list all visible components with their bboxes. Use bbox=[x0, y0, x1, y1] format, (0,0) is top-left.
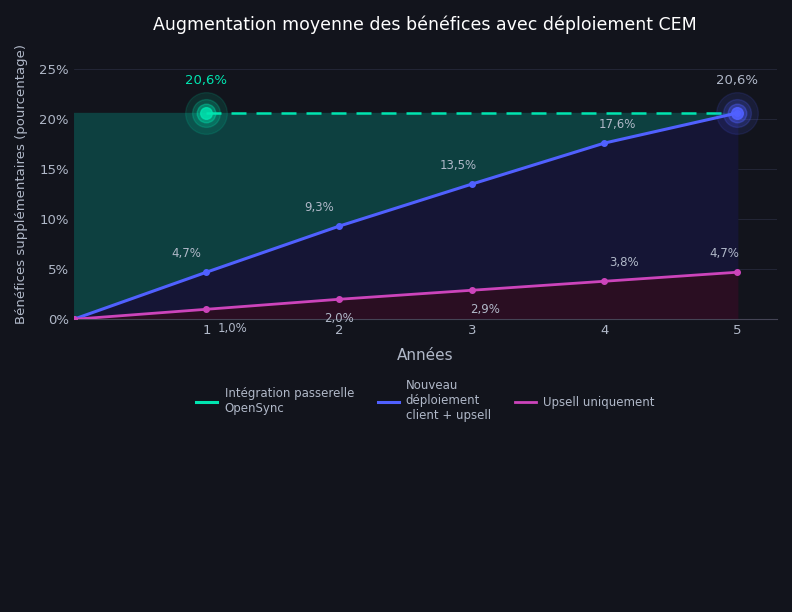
Text: 1,0%: 1,0% bbox=[218, 323, 248, 335]
Point bbox=[731, 108, 744, 118]
Legend: Intégration passerelle
OpenSync, Nouveau
déploiement
client + upsell, Upsell uni: Intégration passerelle OpenSync, Nouveau… bbox=[192, 375, 659, 427]
Text: 2,9%: 2,9% bbox=[470, 304, 500, 316]
X-axis label: Années: Années bbox=[397, 348, 454, 364]
Text: 13,5%: 13,5% bbox=[440, 159, 477, 172]
Point bbox=[731, 108, 744, 118]
Text: 20,6%: 20,6% bbox=[185, 74, 227, 87]
Text: 20,6%: 20,6% bbox=[716, 74, 758, 87]
Point bbox=[731, 108, 744, 118]
Text: 2,0%: 2,0% bbox=[324, 312, 354, 326]
Point bbox=[200, 108, 212, 118]
Text: 17,6%: 17,6% bbox=[599, 118, 637, 131]
Point bbox=[731, 108, 744, 118]
Title: Augmentation moyenne des bénéfices avec déploiement CEM: Augmentation moyenne des bénéfices avec … bbox=[154, 15, 697, 34]
Point bbox=[200, 108, 212, 118]
Text: 3,8%: 3,8% bbox=[610, 256, 639, 269]
Text: 4,7%: 4,7% bbox=[709, 247, 739, 260]
Text: 9,3%: 9,3% bbox=[304, 201, 334, 214]
Point bbox=[200, 108, 212, 118]
Text: 4,7%: 4,7% bbox=[172, 247, 201, 260]
Y-axis label: Bénéfices supplémentaires (pourcentage): Bénéfices supplémentaires (pourcentage) bbox=[15, 44, 28, 324]
Point bbox=[200, 108, 212, 118]
